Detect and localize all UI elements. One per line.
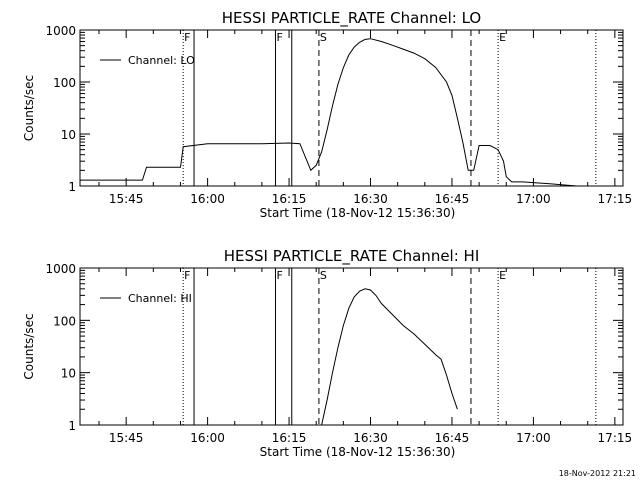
x-tick-label: 17:00	[516, 192, 551, 206]
y-tick-label: 10	[61, 128, 76, 142]
y-tick-label: 1	[68, 180, 76, 194]
y-tick-label: 100	[53, 314, 76, 328]
x-tick-label: 17:15	[598, 431, 633, 445]
footer-datestamp: 18-Nov-2012 21:21	[559, 469, 636, 478]
x-tick-label: 17:15	[598, 192, 633, 206]
x-tick-label: 15:45	[109, 431, 144, 445]
y-tick-label: 100	[53, 76, 76, 90]
y-tick-label: 1000	[45, 262, 76, 276]
chart-title: HESSI PARTICLE_RATE Channel: LO	[222, 9, 481, 28]
legend-label: Channel: HI	[128, 292, 192, 305]
event-marker-label: F	[184, 31, 190, 44]
x-tick-label: 17:00	[516, 431, 551, 445]
x-tick-label: 16:15	[272, 192, 307, 206]
series-line	[321, 288, 458, 426]
legend-label: Channel: LO	[128, 54, 195, 67]
event-marker-label: F	[184, 269, 190, 282]
x-tick-label: 16:30	[353, 192, 388, 206]
x-tick-label: 15:45	[109, 192, 144, 206]
y-tick-label: 10	[61, 367, 76, 381]
y-tick-label: 1000	[45, 24, 76, 38]
hi-channel-panel: HESSI PARTICLE_RATE Channel: HI 15:45 16:0…	[22, 247, 632, 459]
x-axis-label: Start Time (18-Nov-12 15:36:30)	[260, 445, 456, 459]
event-marker-label: F	[276, 31, 282, 44]
x-tick-label: 16:15	[272, 431, 307, 445]
x-tick-label: 16:00	[190, 431, 225, 445]
plot-frame	[79, 267, 624, 426]
series-line	[80, 38, 594, 187]
event-marker-label: E	[499, 269, 506, 282]
x-tick-label: 16:45	[435, 192, 470, 206]
x-tick-label: 16:00	[190, 192, 225, 206]
x-tick-label: 16:45	[435, 431, 470, 445]
event-marker-label: F	[276, 269, 282, 282]
chart-title: HESSI PARTICLE_RATE Channel: HI	[224, 247, 480, 266]
x-tick-label: 16:30	[353, 431, 388, 445]
lo-channel-panel: HESSI PARTICLE_RATE Channel: LO 15:45 16:0…	[22, 9, 632, 220]
plot-frame	[79, 29, 624, 187]
x-axis-label: Start Time (18-Nov-12 15:36:30)	[260, 206, 456, 220]
y-tick-label: 1	[68, 419, 76, 433]
event-marker-label: S	[320, 269, 327, 282]
event-marker-label: S	[320, 31, 327, 44]
event-marker-label: E	[499, 31, 506, 44]
y-axis-label: Counts/sec	[22, 75, 36, 141]
y-axis-label: Counts/sec	[22, 313, 36, 379]
